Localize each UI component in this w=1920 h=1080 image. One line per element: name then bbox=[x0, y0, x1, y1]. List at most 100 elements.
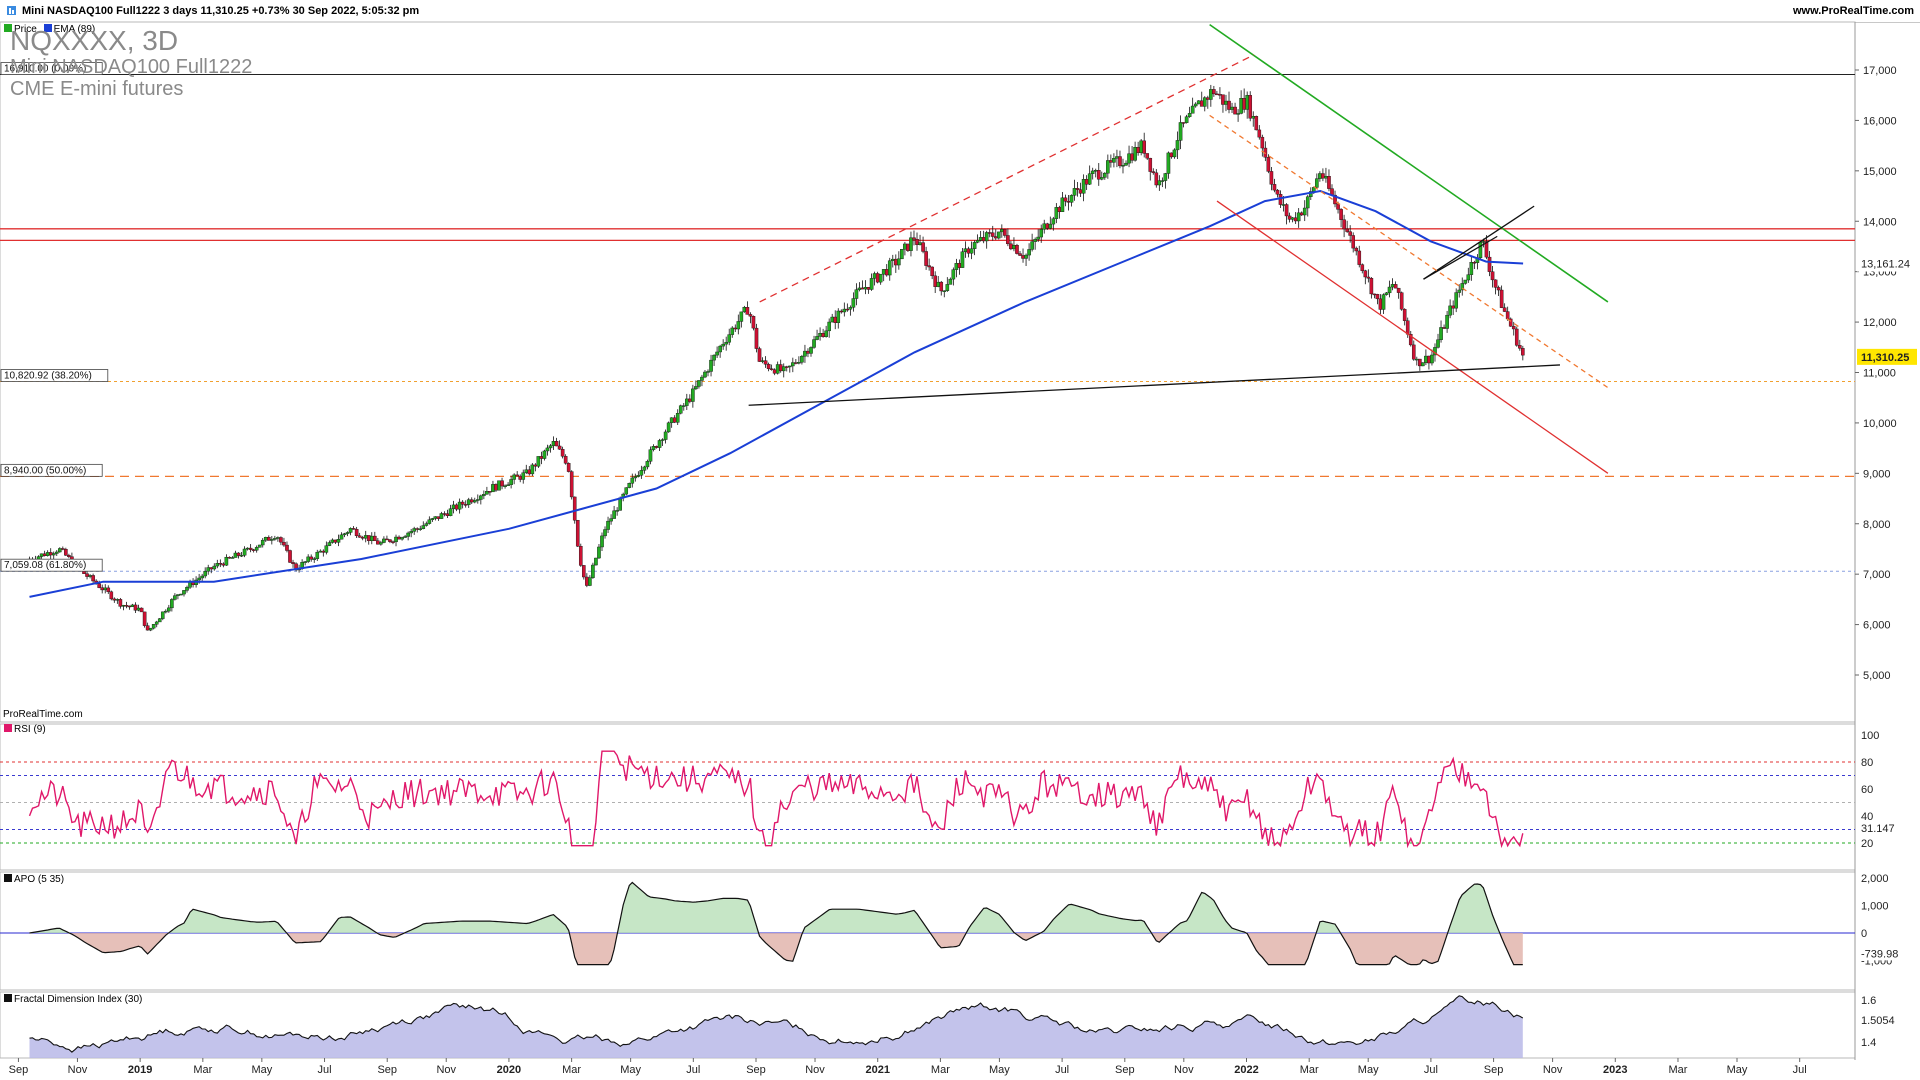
candle-body bbox=[869, 278, 874, 290]
candle-body bbox=[239, 555, 244, 557]
candle-body bbox=[151, 624, 156, 629]
candle-body bbox=[397, 536, 401, 540]
candle-body bbox=[678, 405, 683, 414]
candle-body bbox=[1000, 229, 1004, 233]
candle-body bbox=[766, 364, 771, 369]
candle-body bbox=[342, 533, 347, 536]
candle-body bbox=[170, 599, 174, 609]
candle-body bbox=[100, 587, 105, 591]
candle-body bbox=[569, 471, 574, 498]
y-tick-label: 12,000 bbox=[1863, 317, 1897, 329]
candle-body bbox=[221, 563, 226, 566]
candle-body bbox=[600, 535, 604, 548]
rsi-tick: 80 bbox=[1861, 757, 1873, 769]
candle-body bbox=[784, 366, 789, 368]
candle-body bbox=[997, 231, 1001, 239]
x-tick-label: Sep bbox=[1115, 1064, 1135, 1076]
candle-body bbox=[136, 607, 141, 611]
candle-body bbox=[1078, 189, 1083, 194]
candle-body bbox=[1472, 262, 1477, 264]
candle-body bbox=[1178, 122, 1183, 141]
fib-label-1: 10,820.92 (38.20%) bbox=[4, 371, 92, 382]
y-tick-label: 16,000 bbox=[1863, 115, 1897, 127]
x-tick-label: Sep bbox=[377, 1064, 397, 1076]
candle-body bbox=[748, 314, 753, 317]
x-tick-label: Mar bbox=[1300, 1064, 1319, 1076]
y-tick-label: 5,000 bbox=[1863, 670, 1891, 682]
fdi-line bbox=[29, 995, 1524, 1053]
candle-body bbox=[1460, 283, 1465, 291]
candle-body bbox=[1030, 241, 1034, 250]
candle-body bbox=[433, 516, 438, 519]
watermark: NQXXXX, 3D Mini NASDAQ100 Full1222 CME E… bbox=[10, 26, 252, 101]
candle-body bbox=[863, 287, 868, 290]
candle-body bbox=[1224, 100, 1228, 105]
candle-body bbox=[1424, 355, 1428, 363]
candle-body bbox=[582, 565, 586, 578]
candle-body bbox=[1172, 149, 1177, 158]
candle-body bbox=[1411, 344, 1416, 360]
candle-body bbox=[442, 513, 447, 515]
candle-body bbox=[957, 263, 962, 268]
candle-body bbox=[1093, 170, 1098, 172]
candle-body bbox=[1187, 113, 1192, 117]
candle-body bbox=[67, 555, 71, 557]
candle-body bbox=[545, 447, 550, 452]
candle-body bbox=[260, 539, 265, 546]
candle-body bbox=[439, 513, 444, 519]
candle-body bbox=[969, 248, 974, 254]
rsi-label: RSI (9) bbox=[4, 724, 46, 735]
candle-body bbox=[251, 549, 256, 551]
candle-body bbox=[415, 528, 420, 530]
candle-body bbox=[1351, 235, 1355, 249]
candle-body bbox=[1157, 180, 1162, 186]
candle-body bbox=[806, 350, 810, 354]
candle-body bbox=[1181, 122, 1186, 124]
x-tick-label: Sep bbox=[746, 1064, 766, 1076]
candle-body bbox=[1421, 362, 1425, 367]
candle-body bbox=[263, 537, 268, 541]
candle-body bbox=[1012, 245, 1016, 250]
candle-body bbox=[491, 484, 495, 493]
x-tick-label: May bbox=[1358, 1064, 1379, 1076]
candle-body bbox=[778, 364, 783, 372]
candle-body bbox=[845, 308, 850, 311]
candle-body bbox=[245, 547, 250, 550]
candle-body bbox=[385, 538, 389, 541]
candle-body bbox=[1445, 314, 1449, 329]
candle-body bbox=[1027, 249, 1031, 256]
candle-body bbox=[91, 575, 95, 582]
site-label[interactable]: www.ProRealTime.com bbox=[1792, 5, 1914, 17]
candle-body bbox=[1218, 94, 1222, 96]
candle-body bbox=[460, 501, 465, 505]
candle-body bbox=[1348, 231, 1352, 236]
candle-body bbox=[1212, 89, 1216, 95]
candle-body bbox=[1209, 89, 1213, 100]
candle-body bbox=[167, 607, 171, 612]
candle-body bbox=[630, 477, 635, 484]
candle-body bbox=[730, 327, 735, 335]
candle-body bbox=[645, 461, 650, 468]
candle-body bbox=[536, 456, 541, 467]
trendline-4 bbox=[1423, 235, 1498, 280]
candle-body bbox=[248, 547, 253, 550]
candle-body bbox=[624, 487, 629, 495]
candle-body bbox=[1493, 279, 1498, 288]
candle-body bbox=[1287, 215, 1292, 220]
candle-body bbox=[921, 242, 925, 252]
candle-body bbox=[303, 561, 307, 563]
candle-body bbox=[854, 289, 859, 299]
candle-body bbox=[472, 500, 477, 503]
candle-body bbox=[1072, 188, 1077, 196]
candle-body bbox=[1375, 294, 1380, 300]
trendline-5 bbox=[759, 54, 1255, 303]
candle-body bbox=[915, 238, 919, 245]
candle-body bbox=[282, 541, 286, 546]
candle-body bbox=[875, 273, 880, 283]
candle-body bbox=[1242, 98, 1246, 110]
candle-body bbox=[781, 366, 786, 372]
candle-body bbox=[1496, 287, 1501, 291]
candle-body bbox=[106, 587, 111, 593]
fib-label-3: 7,059.08 (61.80%) bbox=[4, 560, 86, 571]
